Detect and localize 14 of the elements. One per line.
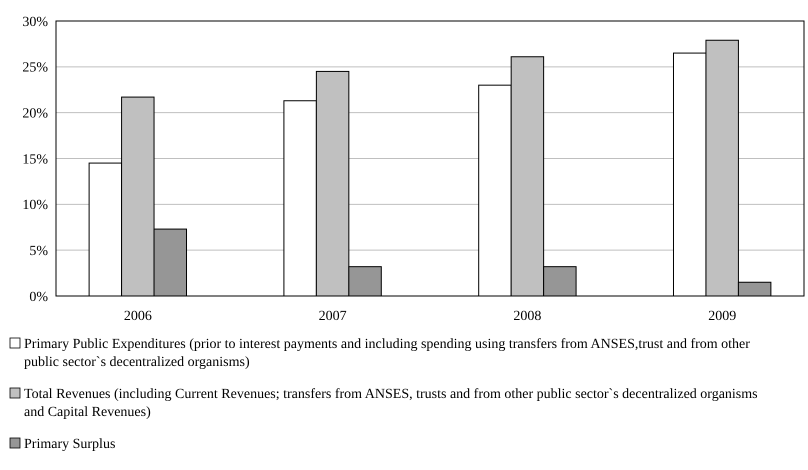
- y-tick-label: 5%: [29, 244, 48, 260]
- legend-label: Total Revenues (including Current Revenues; transfers from ANSES, trusts and from other public sector`s decentralized organisms and Capital Revenues): [24, 387, 758, 420]
- y-tick-label: 15%: [22, 152, 48, 168]
- x-tick-label: 2008: [513, 309, 542, 324]
- legend-label: Primary Public Expenditures (prior to interest payments and including spending using transfers from ANSES,trust and from other public sector`s decentralized organisms): [24, 337, 750, 370]
- y-tick-label: 0%: [29, 290, 48, 305]
- y-tick-label: 25%: [22, 60, 48, 76]
- x-tick-label: 2009: [708, 309, 736, 324]
- x-tick-label: 2006: [124, 309, 152, 324]
- legend-label: Primary Surplus: [24, 437, 116, 452]
- y-tick-label: 20%: [22, 106, 48, 122]
- x-tick-label: 2007: [318, 309, 347, 324]
- y-tick-label: 10%: [22, 198, 48, 214]
- y-tick-label: 30%: [22, 14, 48, 30]
